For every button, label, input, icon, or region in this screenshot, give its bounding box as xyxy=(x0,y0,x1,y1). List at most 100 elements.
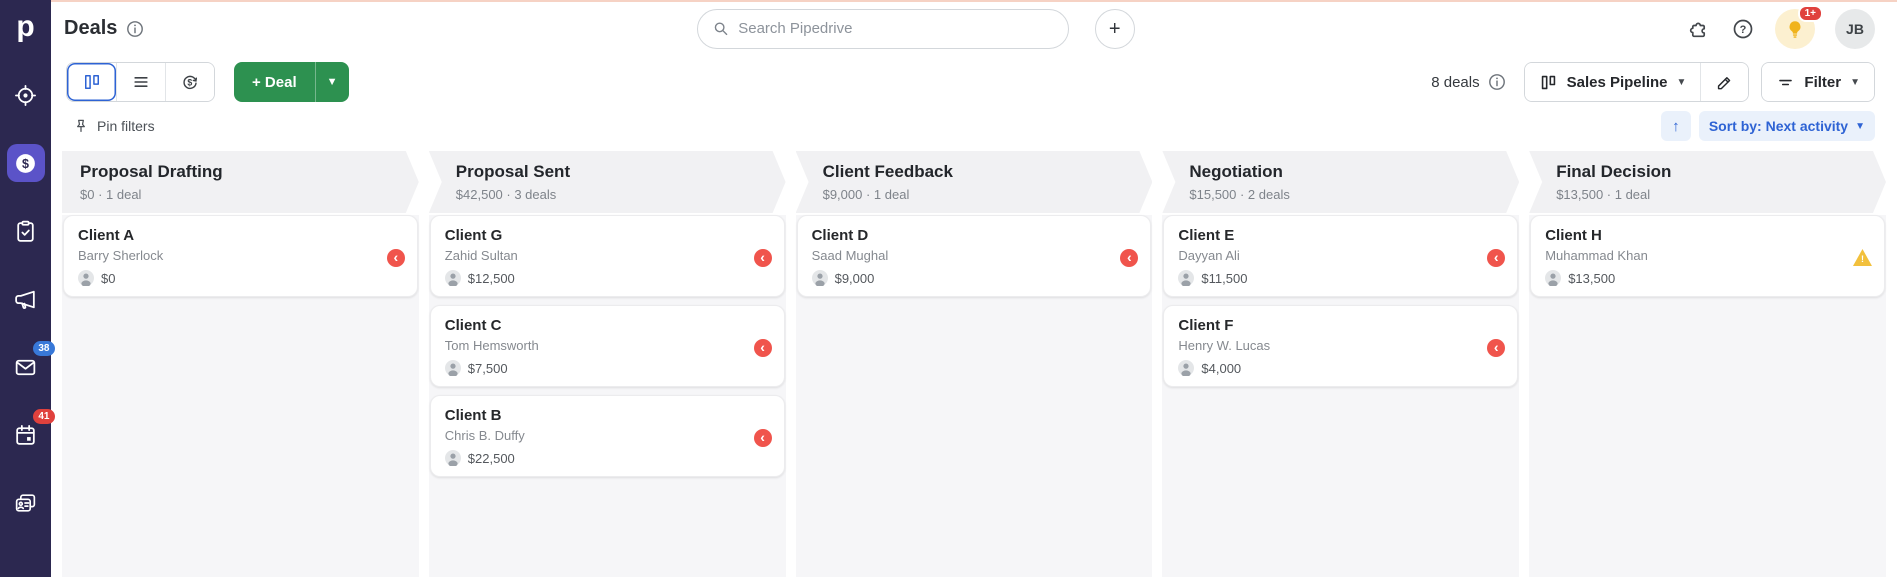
sidebar-item-projects[interactable] xyxy=(7,212,45,250)
deal-value: $12,500 xyxy=(467,270,515,286)
forecast-view-button[interactable]: $ xyxy=(165,63,214,101)
deal-title: Client A xyxy=(78,227,135,244)
person-icon xyxy=(444,450,461,466)
deal-card[interactable]: Client E Dayyan Ali $11,500 ‹ xyxy=(1163,215,1519,297)
add-deal-button[interactable]: + Deal xyxy=(252,73,297,91)
column-summary: $42,500 · 3 deals xyxy=(455,187,557,202)
deals-count-info-icon[interactable] xyxy=(1488,73,1506,91)
deals-count: 8 deals xyxy=(1431,73,1505,91)
overdue-activity-icon: ‹ xyxy=(753,249,772,267)
sidebar-item-activities[interactable]: 41 xyxy=(7,409,55,454)
clipboard-check-icon xyxy=(17,220,34,242)
megaphone-icon xyxy=(15,290,35,309)
pipeline-kanban-icon xyxy=(1541,75,1555,89)
deal-footer: $0 xyxy=(78,270,403,286)
deal-card[interactable]: Client D Saad Mughal $9,000 ‹ xyxy=(796,215,1152,297)
overdue-activity-icon: ‹ xyxy=(1487,339,1506,357)
deal-value: $7,500 xyxy=(467,360,508,376)
sort-direction-button[interactable]: ↑ xyxy=(1660,111,1691,141)
user-avatar[interactable]: JB xyxy=(1835,8,1875,49)
deals-dollar-icon: $ xyxy=(16,153,35,173)
deals-info-icon[interactable] xyxy=(126,20,144,38)
pencil-icon xyxy=(1718,76,1731,89)
sort-by-label: Sort by: Next activity xyxy=(1708,118,1849,134)
column-summary: $9,000 · 1 deal xyxy=(822,187,910,202)
whats-new-button[interactable]: 1+ xyxy=(1775,4,1823,49)
list-view-button[interactable] xyxy=(116,63,165,101)
search-input[interactable] xyxy=(738,20,1054,37)
column-lane[interactable]: Client H Muhammad Khan $13,500 ! xyxy=(1529,215,1886,577)
filter-button[interactable]: Filter ▼ xyxy=(1762,63,1874,101)
target-icon xyxy=(15,84,36,106)
column-lane[interactable]: Client E Dayyan Ali $11,500 ‹ Client F H… xyxy=(1162,215,1520,577)
help-icon[interactable]: ? xyxy=(1731,17,1755,41)
deal-card[interactable]: Client G Zahid Sultan $12,500 ‹ xyxy=(429,215,785,297)
deal-footer: $12,500 xyxy=(444,270,770,286)
column-header: Negotiation $15,500 · 2 deals xyxy=(1162,151,1519,213)
person-icon xyxy=(444,270,461,286)
search-area: + xyxy=(696,8,1135,49)
sidebar-item-contacts[interactable] xyxy=(7,484,45,522)
pipedrive-logo[interactable]: p xyxy=(16,10,35,43)
marketplace-puzzle-icon[interactable] xyxy=(1687,17,1711,41)
global-search[interactable] xyxy=(696,8,1069,49)
overdue-activity-icon: ‹ xyxy=(753,339,772,357)
pipeline-group: Sales Pipeline ▼ xyxy=(1523,62,1750,102)
sort-by-button[interactable]: Sort by: Next activity ▼ xyxy=(1698,111,1875,141)
pin-filters-button[interactable]: Pin filters xyxy=(73,118,155,134)
topbar-actions: ? 1+ JB xyxy=(1687,4,1875,49)
column-summary: $13,500 · 1 deal xyxy=(1556,187,1651,202)
sidebar-item-mail[interactable]: 38 xyxy=(7,341,55,386)
trial-banner-edge xyxy=(51,0,1897,2)
column-summary: $15,500 · 2 deals xyxy=(1189,187,1290,202)
page-title: Deals xyxy=(64,17,118,39)
deal-footer: $9,000 xyxy=(811,270,1137,286)
column-lane[interactable]: Client G Zahid Sultan $12,500 ‹ Client C… xyxy=(428,215,786,577)
app-sidebar: p $ xyxy=(0,0,55,577)
deal-owner: Dayyan Ali xyxy=(1178,248,1240,263)
svg-text:$: $ xyxy=(187,77,192,87)
overdue-activity-icon: ‹ xyxy=(1120,249,1139,267)
column-lane[interactable]: Client A Barry Sherlock $0 ‹ xyxy=(62,215,419,577)
deal-card[interactable]: Client F Henry W. Lucas $4,000 ‹ xyxy=(1163,305,1519,387)
pipeline-column: Client Feedback $9,000 · 1 deal Client D… xyxy=(795,151,1153,577)
add-deal-dropdown[interactable]: ▼ xyxy=(314,62,349,102)
column-lane[interactable]: Client D Saad Mughal $9,000 ‹ xyxy=(795,215,1153,577)
column-header: Proposal Drafting $0 · 1 deal xyxy=(62,151,419,213)
deal-title: Client D xyxy=(811,227,869,244)
quick-add-button[interactable]: + xyxy=(1094,8,1135,49)
deal-card[interactable]: Client C Tom Hemsworth $7,500 ‹ xyxy=(429,305,785,387)
kanban-view-button[interactable] xyxy=(67,63,116,101)
pipeline-caret-icon: ▼ xyxy=(1676,76,1687,88)
sidebar-item-deals[interactable]: $ xyxy=(6,144,45,182)
forecast-icon: $ xyxy=(183,75,198,90)
column-header: Proposal Sent $42,500 · 3 deals xyxy=(429,151,786,213)
deal-owner: Zahid Sultan xyxy=(444,248,518,263)
pin-icon xyxy=(77,119,85,132)
filter-icon xyxy=(1779,79,1793,85)
pipeline-column: Negotiation $15,500 · 2 deals Client E D… xyxy=(1162,151,1520,577)
column-summary: $0 · 1 deal xyxy=(80,187,142,202)
deal-card[interactable]: Client H Muhammad Khan $13,500 ! xyxy=(1530,215,1885,297)
deal-value: $22,500 xyxy=(467,450,515,466)
deal-card[interactable]: Client A Barry Sherlock $0 ‹ xyxy=(63,215,418,297)
deal-title: Client G xyxy=(444,227,503,244)
deal-owner: Saad Mughal xyxy=(811,248,889,263)
pin-filters-label: Pin filters xyxy=(97,118,155,134)
deal-value: $13,500 xyxy=(1568,270,1616,286)
pipeline-column: Proposal Sent $42,500 · 3 deals Client G… xyxy=(428,151,786,577)
lightbulb-icon xyxy=(1789,20,1801,38)
sidebar-item-campaigns[interactable] xyxy=(7,280,45,318)
pipeline-selector[interactable]: Sales Pipeline ▼ xyxy=(1524,63,1701,101)
deal-owner: Tom Hemsworth xyxy=(444,338,539,353)
deal-card[interactable]: Client B Chris B. Duffy $22,500 ‹ xyxy=(429,395,785,477)
deal-title: Client H xyxy=(1545,227,1602,244)
contacts-icon xyxy=(15,493,36,512)
edit-pipeline-button[interactable] xyxy=(1700,63,1749,101)
deal-footer: $13,500 xyxy=(1545,270,1870,286)
deal-value: $11,500 xyxy=(1201,270,1248,286)
person-icon xyxy=(811,270,828,286)
deal-title: Client B xyxy=(444,407,502,424)
sidebar-item-leads[interactable] xyxy=(7,76,45,114)
